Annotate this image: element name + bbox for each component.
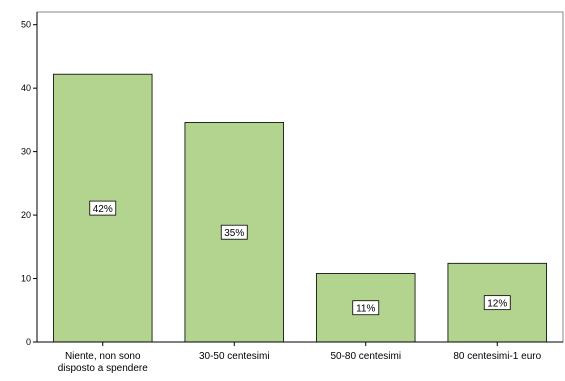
y-tick-label: 30 bbox=[21, 147, 31, 157]
data-label: 42% bbox=[89, 200, 117, 216]
data-label-box bbox=[352, 300, 380, 316]
data-label-box bbox=[483, 295, 511, 311]
data-label-box bbox=[220, 224, 248, 240]
data-label-text: 12% bbox=[487, 299, 507, 310]
data-label-box bbox=[89, 200, 117, 216]
y-tick-label: 50 bbox=[21, 20, 31, 30]
data-label-text: 42% bbox=[93, 204, 113, 215]
y-tick-label: 0 bbox=[26, 337, 31, 347]
y-tick-label: 20 bbox=[21, 210, 31, 220]
data-label-text: 35% bbox=[224, 228, 244, 239]
y-axis: 0 10 20 30 40 50 bbox=[21, 12, 38, 347]
x-category-label: 80 centesimi-1 euro bbox=[453, 351, 541, 362]
data-label-text: 11% bbox=[356, 304, 375, 315]
x-category-label: disposto a spendere bbox=[58, 363, 149, 374]
data-label: 35% bbox=[220, 224, 248, 240]
y-tick-label: 40 bbox=[21, 83, 31, 93]
y-tick-label: 10 bbox=[21, 274, 31, 284]
data-label: 11% bbox=[352, 300, 380, 316]
x-category-label: Niente, non sono bbox=[65, 351, 141, 362]
x-category-label: 30-50 centesimi bbox=[199, 351, 270, 362]
x-category-label: 50-80 centesimi bbox=[330, 351, 401, 362]
data-label: 12% bbox=[483, 295, 511, 311]
data-labels: 42% 35% 11% 12% bbox=[89, 200, 511, 316]
bars bbox=[53, 73, 547, 343]
